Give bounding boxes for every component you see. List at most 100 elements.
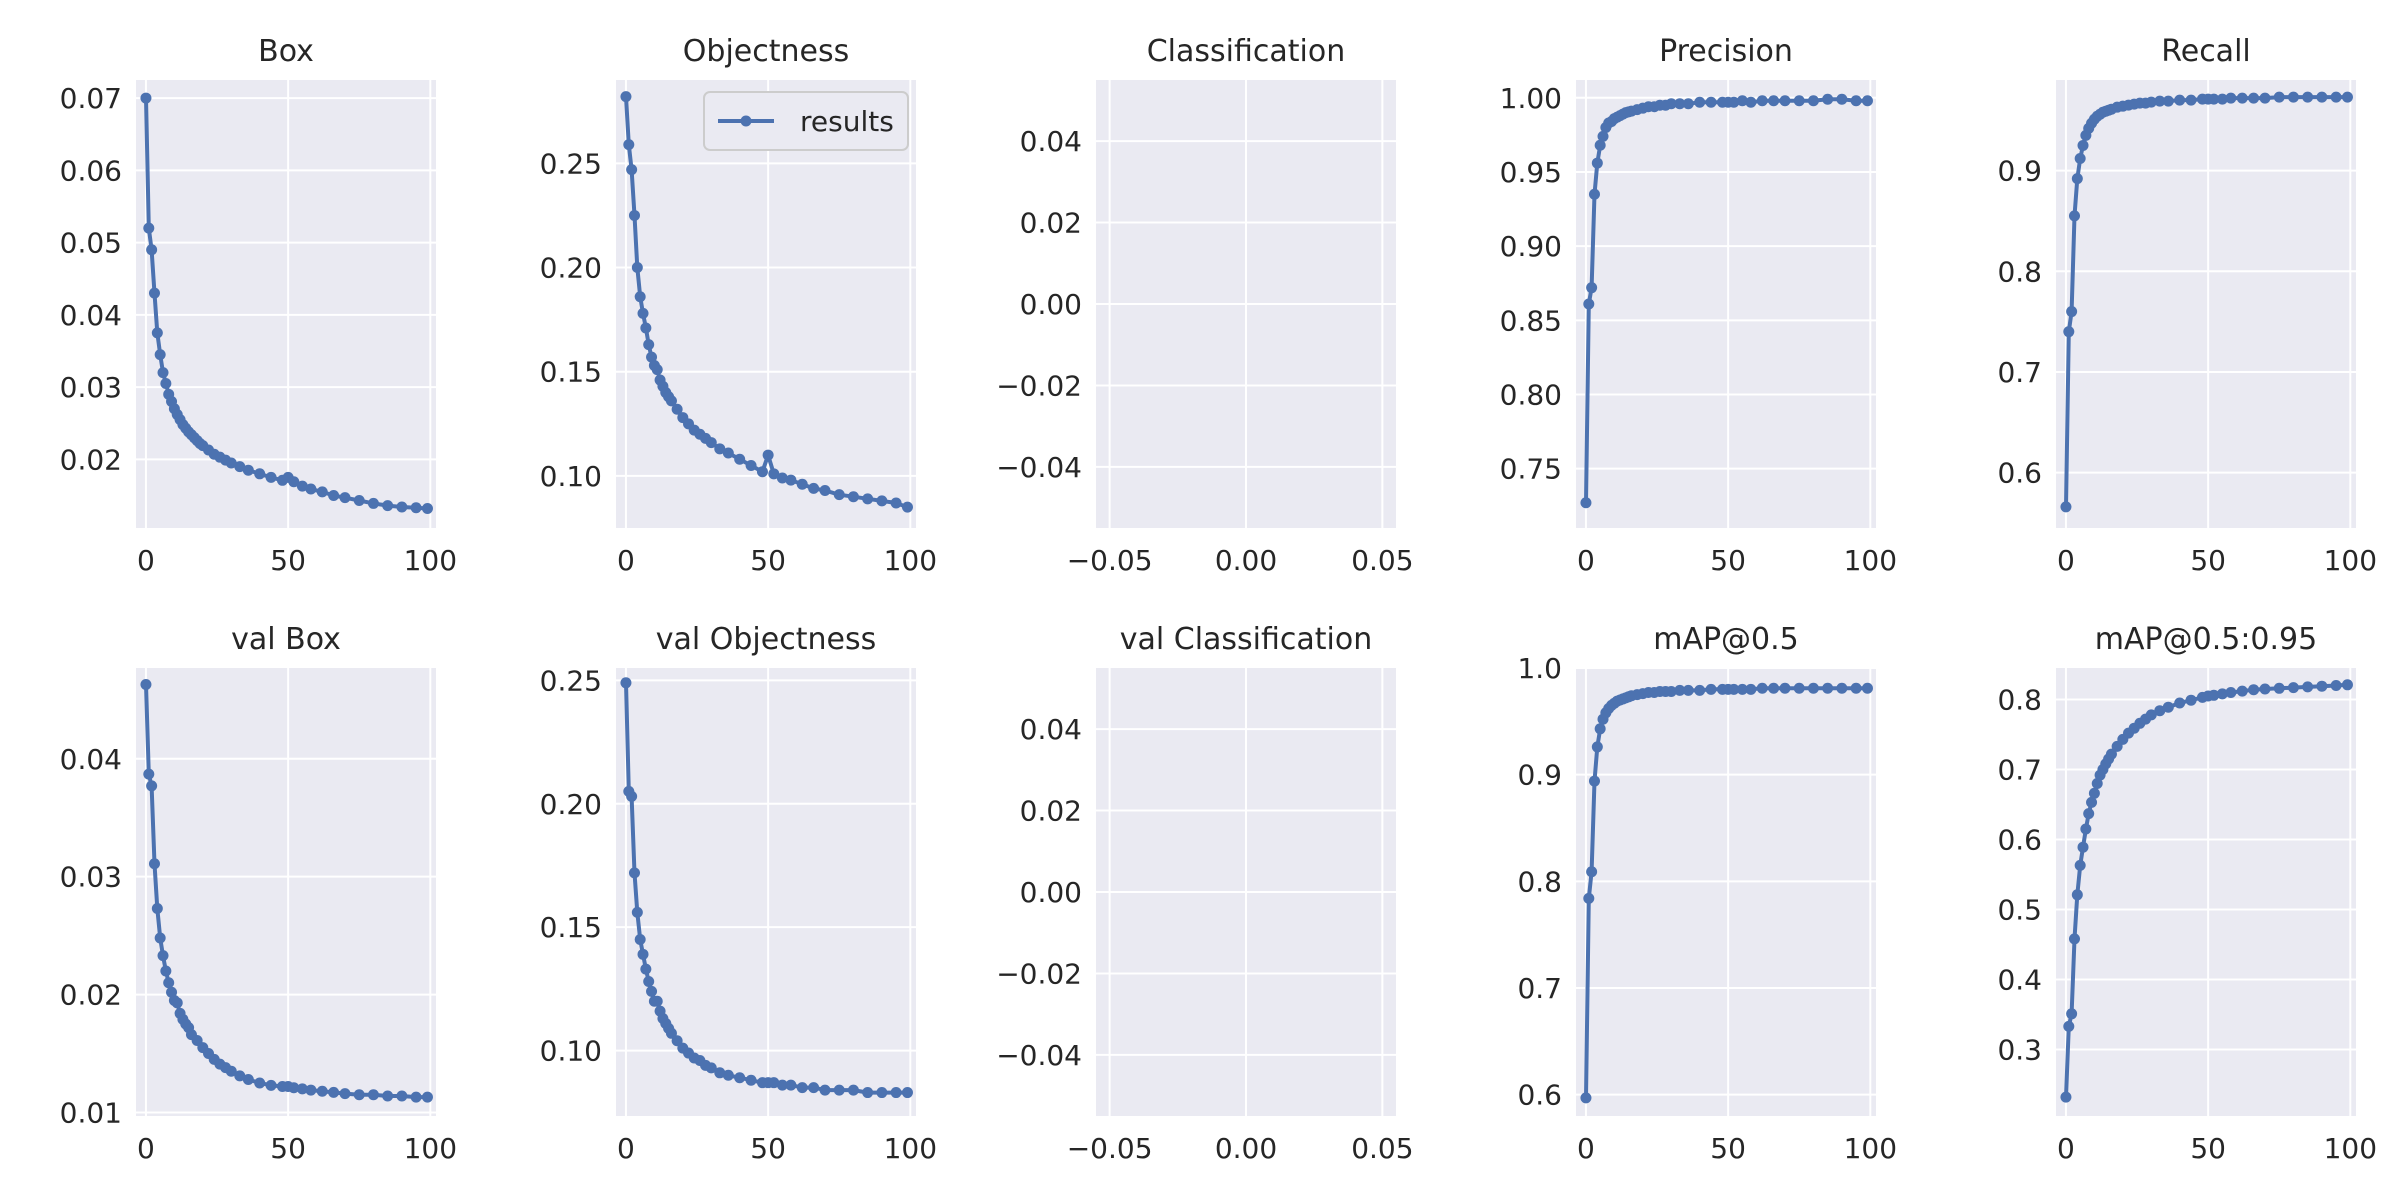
- panel-classification: Classification −0.05 0.00 0.05 −0.04 −0.02 0.0…: [996, 34, 1413, 577]
- data-point: [288, 476, 300, 488]
- x-tick-label: 0: [617, 1132, 635, 1165]
- chart-title: val Classification: [1120, 622, 1373, 657]
- x-tick-label: 0: [137, 1132, 155, 1165]
- data-point: [1674, 684, 1686, 696]
- y-tick-label: 0.06: [60, 154, 122, 187]
- data-point: [1779, 95, 1791, 107]
- y-tick-label: 0.9: [1517, 759, 1562, 792]
- legend-swatch-marker: [740, 115, 752, 127]
- y-tick-label: 1.00: [1500, 82, 1562, 115]
- x-tick-label: 50: [1710, 1132, 1746, 1165]
- data-point: [762, 449, 774, 461]
- data-point: [1694, 684, 1706, 696]
- data-point: [396, 501, 408, 513]
- data-point: [254, 1077, 266, 1089]
- y-tick-label: −0.04: [996, 451, 1082, 484]
- data-point: [640, 963, 652, 975]
- data-point: [234, 461, 246, 473]
- plot-area: [1576, 80, 1876, 528]
- y-tick-label: 0.6: [1997, 457, 2042, 490]
- plot-area: [136, 80, 436, 528]
- x-tick-label: 0: [1577, 544, 1595, 577]
- data-point: [2068, 933, 2080, 945]
- data-point: [2060, 1091, 2072, 1103]
- chart-title: val Box: [231, 622, 341, 657]
- panel-precision: Precision 0 50 100 0.75 0.80 0.85 0.90 0.95 1.00: [1500, 34, 1897, 577]
- data-point: [1682, 98, 1694, 110]
- data-point: [1822, 93, 1834, 105]
- x-tick-label: 100: [404, 1132, 457, 1165]
- data-point: [339, 1088, 351, 1100]
- data-point: [2248, 684, 2260, 696]
- data-point: [1793, 682, 1805, 694]
- chart-title: val Objectness: [656, 622, 876, 657]
- data-point: [722, 447, 734, 459]
- data-point: [631, 906, 643, 918]
- data-point: [2162, 701, 2174, 713]
- data-point: [808, 482, 820, 494]
- data-point: [833, 1084, 845, 1096]
- data-point: [643, 339, 655, 351]
- data-point: [671, 1035, 683, 1047]
- data-point: [265, 471, 277, 483]
- y-tick-label: 0.03: [60, 861, 122, 894]
- y-tick-label: 0.02: [1020, 207, 1082, 240]
- data-point: [2208, 93, 2220, 105]
- data-point: [734, 453, 746, 465]
- data-point: [328, 1086, 340, 1098]
- x-tick-label: 50: [270, 544, 306, 577]
- y-tick-label: 0.80: [1500, 378, 1562, 411]
- data-point: [2208, 689, 2220, 701]
- data-point: [2083, 808, 2095, 820]
- plot-area: [1576, 668, 1876, 1116]
- data-point: [651, 995, 663, 1007]
- data-point: [628, 867, 640, 879]
- data-point: [157, 367, 169, 379]
- data-point: [2185, 694, 2197, 706]
- data-point: [2174, 94, 2186, 106]
- data-point: [2162, 95, 2174, 107]
- data-point: [890, 1087, 902, 1099]
- data-point: [382, 500, 394, 512]
- y-tick-label: 0.00: [1020, 288, 1082, 321]
- data-point: [2174, 697, 2186, 709]
- data-point: [2259, 683, 2271, 695]
- data-point: [410, 1091, 422, 1103]
- data-point: [1588, 188, 1600, 200]
- data-point: [339, 492, 351, 504]
- x-tick-label: 100: [1844, 1132, 1897, 1165]
- x-tick-label: 50: [2190, 1132, 2226, 1165]
- data-point: [305, 483, 317, 495]
- y-tick-label: 0.5: [1997, 894, 2042, 927]
- data-point: [157, 950, 169, 962]
- data-point: [2074, 859, 2086, 871]
- data-point: [705, 1062, 717, 1074]
- plot-area: [2056, 668, 2356, 1116]
- data-point: [768, 468, 780, 480]
- data-point: [367, 1089, 379, 1101]
- y-tick-label: 0.7: [1997, 356, 2042, 389]
- data-point: [265, 1079, 277, 1091]
- data-point: [2080, 823, 2092, 835]
- y-tick-label: 0.03: [60, 371, 122, 404]
- y-tick-label: 0.10: [540, 460, 602, 493]
- data-point: [421, 502, 433, 514]
- panel-map5095: mAP@0.5:0.95 0 50 100 0.3 0.4 0.5 0.6 0.7 0.8: [1997, 622, 2377, 1165]
- data-point: [796, 1082, 808, 1094]
- y-tick-label: 0.04: [60, 299, 122, 332]
- data-point: [1583, 892, 1595, 904]
- data-point: [146, 780, 158, 792]
- y-tick-label: 0.05: [60, 227, 122, 260]
- data-point: [2316, 91, 2328, 103]
- data-point: [154, 932, 166, 944]
- panel-box: Box 0 50 100 0.02 0.03 0.04 0.05 0.06 0.07: [60, 34, 457, 577]
- data-point: [2071, 889, 2083, 901]
- y-tick-label: 0.75: [1500, 453, 1562, 486]
- data-point: [722, 1069, 734, 1081]
- data-point: [1807, 95, 1819, 107]
- data-point: [421, 1091, 433, 1103]
- data-point: [296, 480, 308, 492]
- y-tick-label: 0.02: [60, 979, 122, 1012]
- x-tick-label: 0.05: [1351, 544, 1413, 577]
- data-point: [1736, 683, 1748, 695]
